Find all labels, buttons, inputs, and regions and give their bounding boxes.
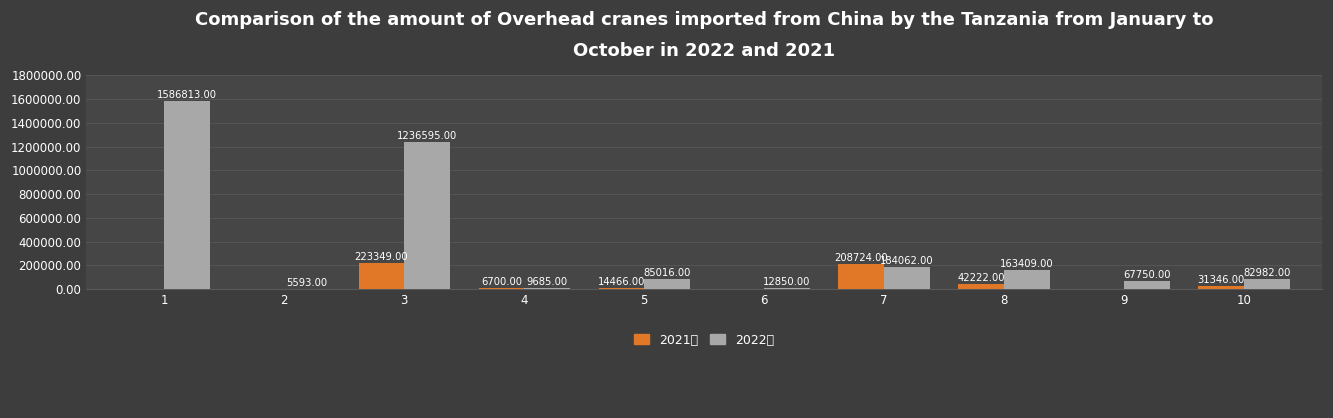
Legend: 2021年, 2022年: 2021年, 2022年 <box>629 329 780 352</box>
Bar <box>1198 285 1244 289</box>
Text: 42222.00: 42222.00 <box>957 273 1005 283</box>
Text: 208724.00: 208724.00 <box>834 253 888 263</box>
Text: 12850.00: 12850.00 <box>764 277 810 287</box>
Bar <box>1004 270 1049 289</box>
Bar <box>164 100 209 289</box>
Bar <box>599 288 644 289</box>
Text: 31346.00: 31346.00 <box>1197 275 1245 285</box>
Bar <box>764 288 809 289</box>
Text: 6700.00: 6700.00 <box>481 278 523 288</box>
Bar <box>884 268 929 289</box>
Text: 184062.00: 184062.00 <box>880 256 933 266</box>
Bar <box>524 288 569 289</box>
Bar <box>644 279 689 289</box>
Text: 1236595.00: 1236595.00 <box>397 131 457 141</box>
Bar <box>284 288 329 289</box>
Text: 163409.00: 163409.00 <box>1000 259 1053 269</box>
Text: 5593.00: 5593.00 <box>287 278 328 288</box>
Bar <box>838 265 884 289</box>
Title: Comparison of the amount of Overhead cranes imported from China by the Tanzania : Comparison of the amount of Overhead cra… <box>195 11 1213 60</box>
Text: 1586813.00: 1586813.00 <box>157 89 217 99</box>
Text: 14466.00: 14466.00 <box>597 277 645 287</box>
Bar <box>359 263 404 289</box>
Bar <box>1124 281 1169 289</box>
Text: 85016.00: 85016.00 <box>644 268 690 278</box>
Text: 223349.00: 223349.00 <box>355 252 408 262</box>
Text: 82982.00: 82982.00 <box>1242 268 1290 278</box>
Bar <box>1244 279 1289 289</box>
Bar <box>479 288 524 289</box>
Text: 9685.00: 9685.00 <box>527 277 568 287</box>
Bar <box>958 284 1004 289</box>
Text: 67750.00: 67750.00 <box>1122 270 1170 280</box>
Bar <box>404 142 449 289</box>
